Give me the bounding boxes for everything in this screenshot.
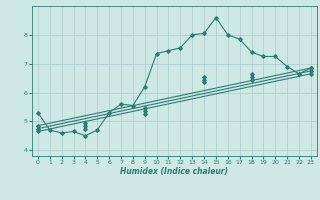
X-axis label: Humidex (Indice chaleur): Humidex (Indice chaleur) (120, 167, 228, 176)
